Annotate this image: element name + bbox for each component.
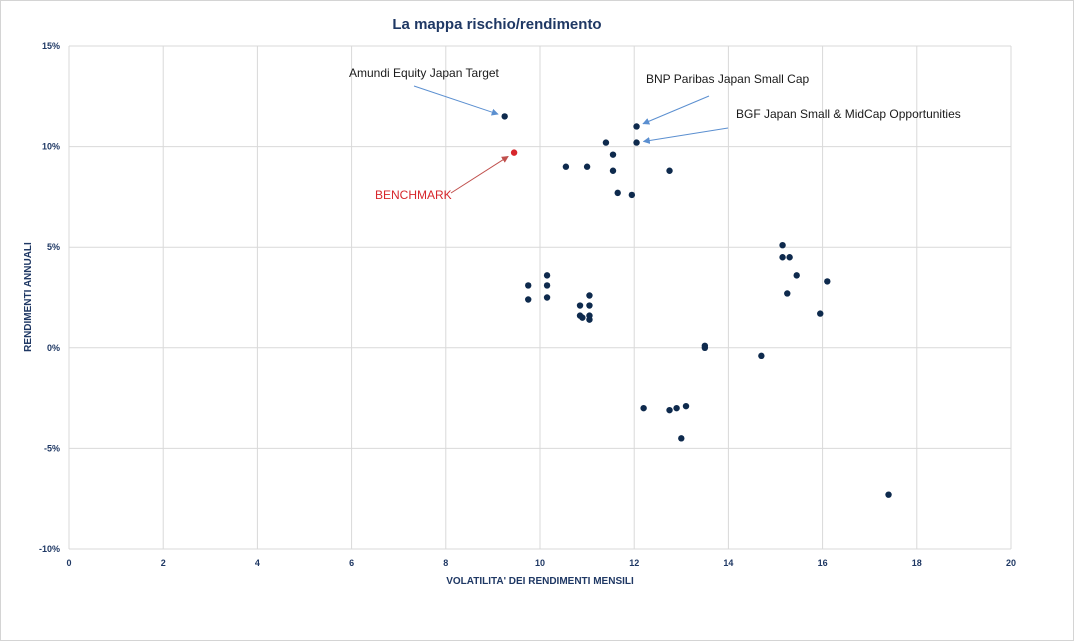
annotation-bnp: BNP Paribas Japan Small Cap	[646, 72, 810, 86]
x-tick-label: 0	[66, 558, 71, 568]
data-point	[633, 123, 640, 130]
data-point	[586, 316, 593, 323]
annotation-benchmark: BENCHMARK	[375, 188, 452, 202]
data-point	[786, 254, 793, 261]
arrow-bnp	[642, 95, 710, 125]
data-point	[824, 278, 831, 285]
y-tick-label: -5%	[44, 443, 60, 453]
data-point	[602, 139, 610, 146]
y-tick-label: 0%	[47, 343, 60, 353]
data-point	[666, 167, 673, 174]
data-point	[609, 167, 617, 174]
x-tick-label: 8	[443, 558, 448, 568]
arrow-benchmark	[450, 155, 509, 194]
arrow-amundi	[413, 85, 499, 116]
chart-title: La mappa rischio/rendimento	[392, 16, 601, 33]
data-point	[562, 163, 570, 170]
y-axis-label: RENDIMENTI ANNUALI	[23, 242, 34, 352]
x-tick-label: 6	[349, 558, 354, 568]
y-tick-label: 10%	[42, 142, 60, 152]
data-point	[628, 191, 636, 199]
data-point	[779, 241, 786, 249]
benchmark-point	[510, 149, 518, 156]
data-points	[501, 113, 892, 498]
data-point	[666, 406, 673, 414]
data-point	[758, 352, 765, 360]
data-point	[501, 113, 508, 120]
x-tick-label: 18	[912, 558, 922, 568]
x-tick-label: 12	[629, 558, 639, 568]
arrow-bgf	[642, 127, 729, 144]
data-point	[640, 404, 647, 412]
data-point	[678, 435, 685, 442]
x-tick-label: 16	[818, 558, 828, 568]
data-point	[525, 296, 532, 303]
data-point	[586, 302, 593, 309]
data-point	[614, 189, 621, 197]
grid	[68, 45, 1012, 550]
data-point	[583, 163, 591, 170]
x-tick-label: 2	[161, 558, 166, 568]
annotation-bgf: BGF Japan Small & MidCap Opportunities	[736, 107, 961, 121]
data-point	[779, 254, 786, 261]
data-point	[543, 272, 551, 279]
x-tick-label: 10	[535, 558, 545, 568]
y-tick-label: -10%	[39, 544, 60, 554]
data-point	[784, 290, 791, 297]
y-tick-labels: -10% -5% 0% 5% 10% 15%	[39, 41, 60, 554]
y-tick-label: 5%	[47, 242, 60, 252]
x-tick-label: 14	[723, 558, 733, 568]
data-point	[633, 139, 640, 146]
annotation-arrows	[413, 85, 729, 194]
data-point	[793, 272, 800, 279]
data-point	[576, 302, 584, 309]
x-tick-label: 4	[255, 558, 260, 568]
x-tick-labels: 0 2 4 6 8 10 12 14 16 18 20	[66, 558, 1016, 568]
data-point	[609, 151, 617, 158]
data-point	[586, 292, 593, 299]
data-point	[701, 344, 709, 351]
y-tick-label: 15%	[42, 41, 60, 51]
data-point	[543, 282, 551, 289]
x-tick-label: 20	[1006, 558, 1016, 568]
x-axis-label: VOLATILITA' DEI RENDIMENTI MENSILI	[446, 576, 634, 587]
annotation-amundi: Amundi Equity Japan Target	[349, 66, 500, 80]
data-point	[817, 310, 824, 317]
data-point	[885, 491, 892, 498]
data-point	[579, 314, 586, 321]
data-point	[673, 404, 680, 412]
data-point	[543, 294, 551, 301]
data-point	[525, 282, 532, 289]
data-point	[682, 402, 690, 410]
